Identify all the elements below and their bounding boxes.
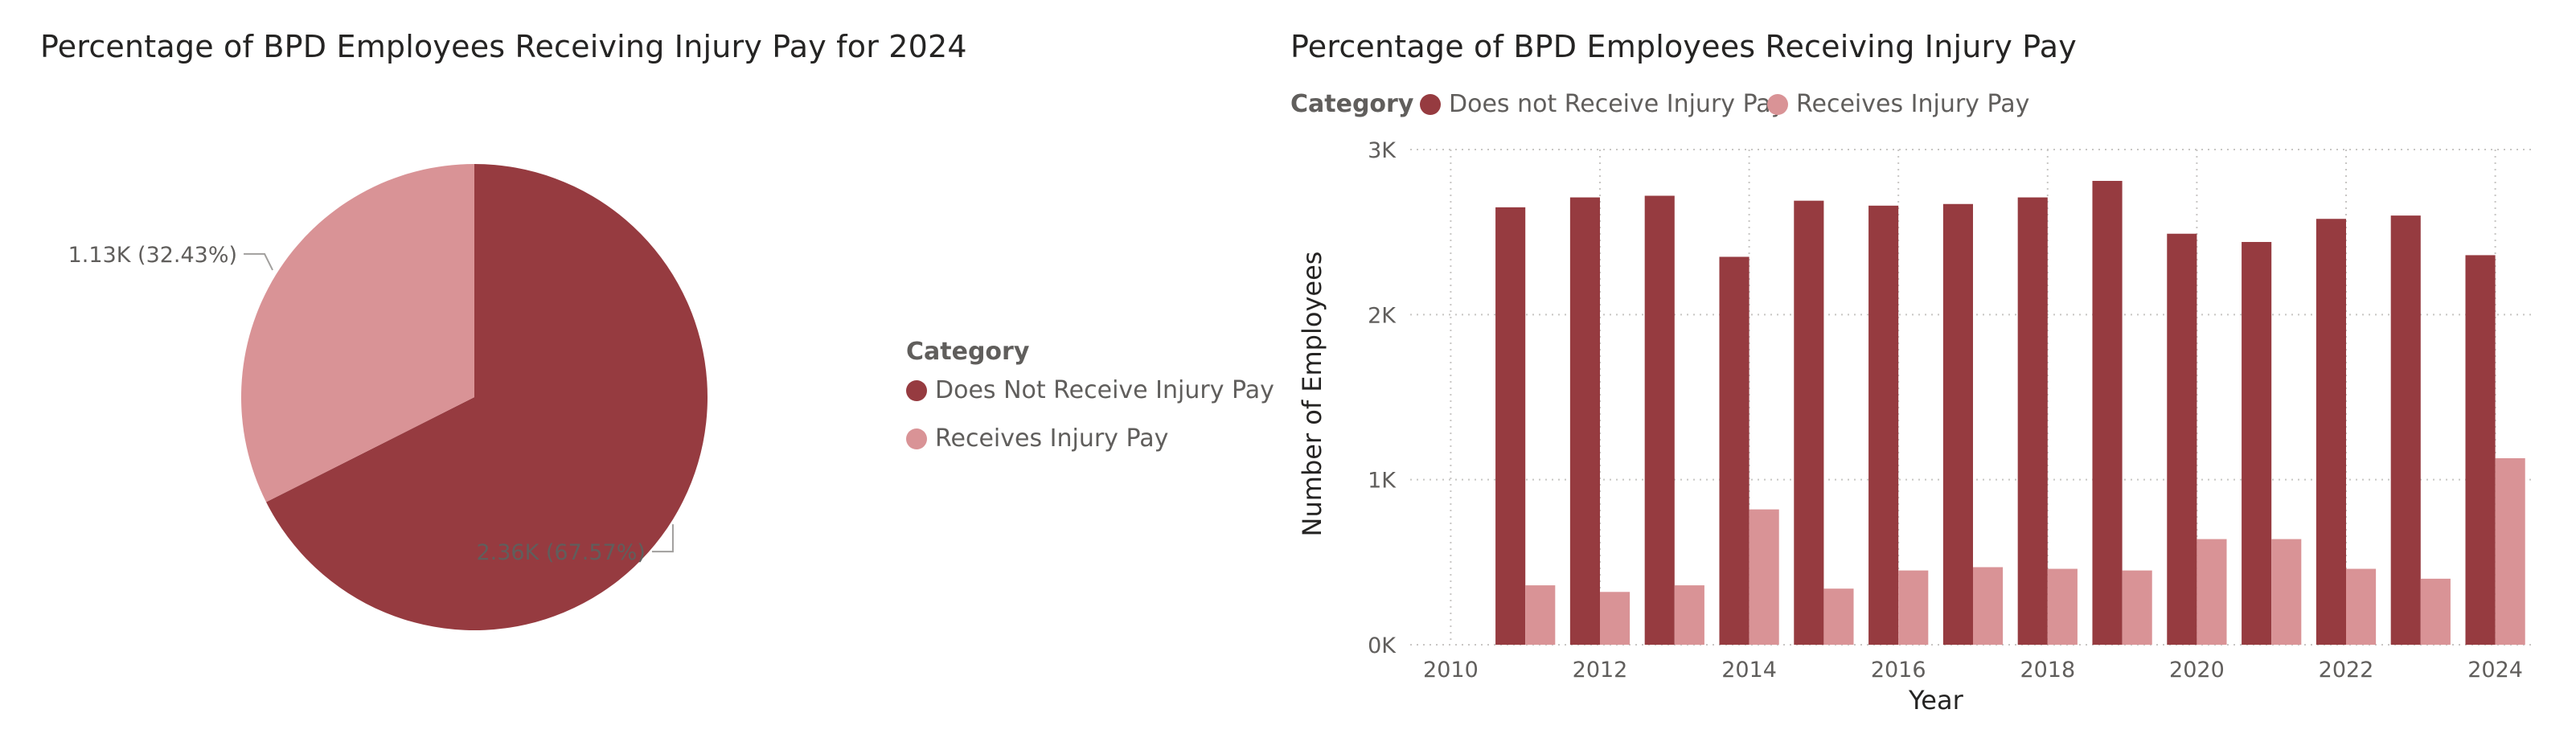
x-tick-label: 2018 (2020, 658, 2075, 683)
pie-legend-item-does-not-receive[interactable]: Does Not Receive Injury Pay (906, 376, 1274, 404)
x-tick-label: 2024 (2467, 658, 2523, 683)
bar-does-not-receive-2017[interactable] (1942, 203, 1973, 645)
pie-leader-line (651, 524, 674, 553)
bar-receives-2020[interactable] (2197, 539, 2227, 645)
bar-does-not-receive-2018[interactable] (2017, 197, 2048, 646)
pie-legend-label-receives: Receives Injury Pay (935, 424, 1169, 453)
bar-receives-2018[interactable] (2047, 568, 2078, 645)
bar-legend-label-does-not-receive: Does not Receive Injury Pay (1449, 90, 1786, 118)
pie-chart-panel: Percentage of BPD Employees Receiving In… (0, 0, 1274, 738)
bar-receives-2014[interactable] (1749, 509, 1779, 645)
bar-receives-2022[interactable] (2346, 568, 2377, 645)
bar-does-not-receive-2013[interactable] (1644, 195, 1675, 645)
legend-marker-does-not-receive (1420, 93, 1441, 115)
bar-receives-2021[interactable] (2271, 539, 2302, 645)
pie-chart: 2.36K (67.57%) 1.13K (32.43%) (68, 164, 708, 630)
legend-marker-receives (1767, 93, 1788, 115)
bar-does-not-receive-2015[interactable] (1794, 200, 1824, 646)
x-tick-label: 2010 (1423, 658, 1479, 683)
bar-legend-title: Category (1290, 90, 1414, 118)
pie-legend-title: Category (906, 338, 1030, 366)
pie-slice-does-not-receive[interactable] (266, 164, 708, 630)
bar-receives-2015[interactable] (1823, 588, 1854, 645)
bar-receives-2017[interactable] (1973, 567, 2004, 645)
bar-legend-item-does-not-receive[interactable]: Does not Receive Injury Pay (1420, 90, 1785, 118)
x-tick-label: 2016 (1871, 658, 1926, 683)
pie-legend-label-does-not-receive: Does Not Receive Injury Pay (935, 376, 1274, 404)
x-axis-title: Year (1909, 685, 1963, 715)
bar-does-not-receive-2019[interactable] (2092, 181, 2123, 646)
pie-slice-receives[interactable] (240, 164, 474, 502)
bar-chart-title: Percentage of BPD Employees Receiving In… (1290, 29, 2077, 64)
bar-does-not-receive-2011[interactable] (1495, 207, 1526, 645)
legend-marker-receives (906, 428, 927, 449)
pie-chart-title: Percentage of BPD Employees Receiving In… (40, 29, 967, 64)
pie-data-label: 1.13K (32.43%) (68, 243, 237, 268)
bar-receives-2016[interactable] (1898, 570, 1929, 645)
bar-chart-panel: Percentage of BPD Employees Receiving In… (1254, 0, 2576, 738)
pie-legend-item-receives[interactable]: Receives Injury Pay (906, 424, 1168, 453)
legend-marker-does-not-receive (906, 379, 927, 401)
bar-receives-2012[interactable] (1600, 592, 1631, 645)
pie-leader-line (244, 252, 273, 271)
x-tick-label: 2020 (2169, 658, 2225, 683)
x-tick-label: 2022 (2319, 658, 2374, 683)
bar-receives-2024[interactable] (2495, 457, 2525, 645)
bar-does-not-receive-2012[interactable] (1569, 197, 1600, 646)
y-tick-label: 1K (1368, 469, 1397, 494)
bar-does-not-receive-2024[interactable] (2465, 255, 2496, 645)
bar-does-not-receive-2022[interactable] (2316, 219, 2346, 645)
bar-receives-2019[interactable] (2122, 570, 2152, 645)
bar-does-not-receive-2016[interactable] (1868, 205, 1899, 645)
y-axis-title: Number of Employees (1297, 251, 1327, 537)
pie-data-label: 2.36K (67.57%) (476, 540, 645, 565)
bar-receives-2011[interactable] (1525, 585, 1556, 645)
bar-receives-2023[interactable] (2420, 578, 2451, 645)
bar-does-not-receive-2021[interactable] (2242, 241, 2272, 645)
bar-receives-2013[interactable] (1674, 585, 1704, 645)
x-tick-label: 2012 (1573, 658, 1628, 683)
bar-does-not-receive-2023[interactable] (2390, 215, 2421, 646)
bar-legend-label-receives: Receives Injury Pay (1796, 90, 2030, 118)
y-tick-label: 3K (1368, 138, 1397, 163)
bar-legend-item-receives[interactable]: Receives Injury Pay (1767, 90, 2029, 118)
bar-does-not-receive-2020[interactable] (2167, 233, 2197, 645)
bar-does-not-receive-2014[interactable] (1719, 256, 1749, 645)
x-tick-label: 2014 (1721, 658, 1777, 683)
y-tick-label: 0K (1368, 633, 1397, 658)
y-tick-label: 2K (1368, 303, 1397, 328)
bar-chart: 0K 1K 2K 3K 2010 2012 2014 2016 2018 2020 2022 2024 (1368, 138, 2533, 683)
